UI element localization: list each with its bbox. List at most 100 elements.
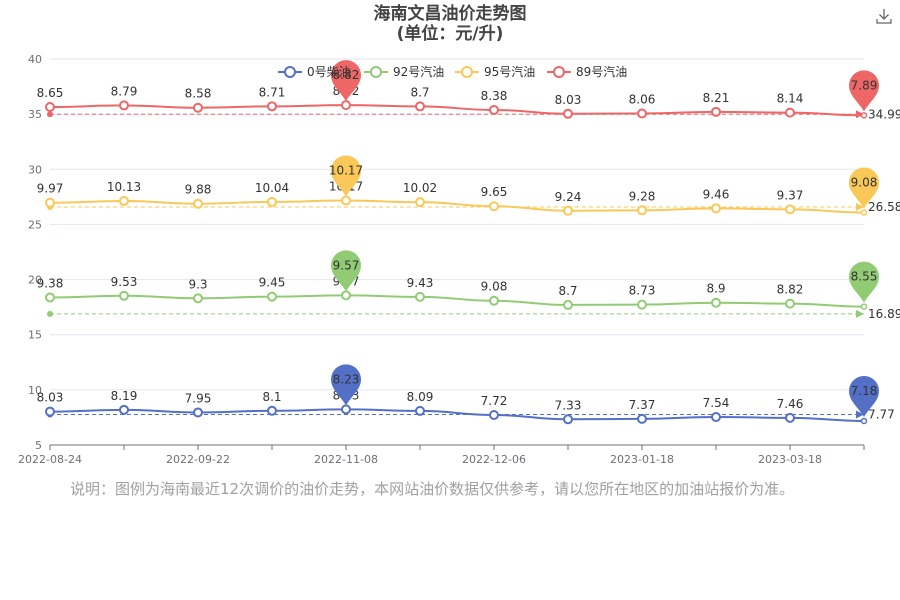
data-label: 9.28 bbox=[629, 189, 656, 203]
pin-marker bbox=[331, 364, 361, 406]
max-pin: 8.82 bbox=[331, 60, 361, 102]
average-label: 7.77 bbox=[868, 407, 895, 421]
legend-item[interactable]: 92号汽油 bbox=[364, 64, 444, 79]
data-point bbox=[45, 101, 55, 112]
data-point bbox=[489, 410, 499, 421]
data-point bbox=[489, 295, 499, 306]
data-point bbox=[415, 291, 425, 302]
data-label: 9.45 bbox=[259, 276, 286, 290]
average-start-dot bbox=[47, 310, 53, 317]
data-label: 8.21 bbox=[703, 91, 730, 105]
data-point bbox=[785, 204, 795, 215]
pin-label: 8.82 bbox=[333, 68, 360, 82]
data-label: 8.06 bbox=[629, 92, 656, 106]
data-point bbox=[637, 205, 647, 216]
average-label: 16.89 bbox=[868, 307, 900, 321]
x-tick-label: 2022-09-22 bbox=[166, 453, 230, 466]
data-point bbox=[119, 100, 129, 111]
data-point bbox=[267, 405, 277, 416]
y-tick-label: 10 bbox=[28, 384, 42, 397]
x-tick-label: 2022-11-08 bbox=[314, 453, 378, 466]
y-tick-label: 40 bbox=[28, 53, 42, 66]
data-point bbox=[119, 195, 129, 206]
data-label: 9.38 bbox=[37, 276, 64, 290]
legend-item[interactable]: 0号柴油 bbox=[278, 65, 351, 79]
pin-label: 9.57 bbox=[333, 258, 360, 272]
y-tick-label: 15 bbox=[28, 329, 42, 342]
pin-label: 10.17 bbox=[329, 163, 363, 177]
y-tick-label: 20 bbox=[28, 274, 42, 287]
data-label: 7.72 bbox=[481, 394, 508, 408]
legend-marker bbox=[461, 66, 473, 78]
x-tick-label: 2022-12-06 bbox=[462, 453, 526, 466]
data-label: 8.79 bbox=[111, 84, 138, 98]
pin-marker bbox=[849, 375, 879, 417]
data-point bbox=[119, 290, 129, 301]
data-label: 8.14 bbox=[777, 92, 804, 106]
series-line bbox=[49, 104, 865, 117]
legend-item[interactable]: 95号汽油 bbox=[455, 64, 535, 79]
data-label: 7.54 bbox=[703, 396, 730, 410]
data-label: 9.43 bbox=[407, 276, 434, 290]
data-point bbox=[637, 108, 647, 119]
max-pin: 10.17 bbox=[329, 155, 363, 197]
average-start-dot bbox=[47, 111, 53, 118]
data-point bbox=[45, 406, 55, 417]
y-tick-label: 25 bbox=[28, 218, 42, 231]
data-point bbox=[637, 413, 647, 424]
pin-marker bbox=[849, 167, 879, 209]
average-label: 34.99 bbox=[868, 107, 900, 121]
data-label: 8.09 bbox=[407, 390, 434, 404]
pin-marker bbox=[331, 60, 361, 102]
data-point bbox=[45, 292, 55, 303]
data-point bbox=[193, 102, 203, 113]
data-point bbox=[860, 303, 868, 310]
data-label: 8.7 bbox=[410, 85, 429, 99]
title-line2: (单位：元/升) bbox=[396, 24, 504, 44]
download-icon[interactable] bbox=[874, 6, 894, 26]
data-label: 9.08 bbox=[481, 280, 508, 294]
data-point bbox=[193, 293, 203, 304]
data-label: 8.19 bbox=[111, 389, 138, 403]
data-point bbox=[341, 195, 351, 206]
data-point bbox=[341, 100, 351, 111]
data-label: 7.95 bbox=[185, 391, 212, 405]
average-arrow bbox=[856, 410, 864, 419]
title-line1: 海南文昌油价走势图 bbox=[373, 4, 527, 24]
pin-marker bbox=[331, 155, 361, 197]
data-point bbox=[785, 412, 795, 423]
data-point bbox=[563, 205, 573, 216]
max-pin: 9.57 bbox=[331, 250, 361, 292]
min-pin: 7.89 bbox=[849, 70, 879, 112]
chart-title: 海南文昌油价走势图 (单位：元/升) bbox=[0, 4, 900, 44]
data-point bbox=[489, 104, 499, 115]
x-tick-label: 2023-01-18 bbox=[610, 453, 674, 466]
data-point bbox=[563, 414, 573, 425]
pin-label: 7.89 bbox=[851, 78, 878, 92]
data-point bbox=[860, 417, 868, 425]
data-point bbox=[267, 196, 277, 207]
data-label: 8.65 bbox=[37, 86, 64, 100]
average-label: 26.58 bbox=[868, 200, 900, 214]
data-label: 9.65 bbox=[481, 185, 508, 199]
data-label: 8.03 bbox=[37, 391, 64, 405]
min-pin: 9.08 bbox=[849, 167, 879, 209]
legend-item[interactable]: 89号汽油 bbox=[547, 64, 627, 79]
y-tick-label: 30 bbox=[28, 163, 42, 176]
data-label: 8.7 bbox=[558, 284, 577, 298]
average-arrow bbox=[856, 309, 864, 318]
data-label: 8.71 bbox=[259, 85, 286, 99]
data-point bbox=[711, 411, 721, 422]
pin-label: 8.23 bbox=[333, 372, 360, 386]
pin-label: 7.18 bbox=[851, 384, 878, 398]
min-pin: 8.55 bbox=[849, 261, 879, 303]
y-tick-label: 35 bbox=[28, 108, 42, 121]
data-point bbox=[341, 290, 351, 301]
line-chart: 5 10 15 20 25 30 35 40 2022-08-24 2022-09-22 2022-… bbox=[18, 53, 900, 466]
data-point bbox=[489, 201, 499, 212]
data-point bbox=[563, 108, 573, 119]
pin-label: 9.08 bbox=[851, 176, 878, 190]
data-point bbox=[860, 112, 868, 119]
min-pin: 7.18 bbox=[849, 375, 879, 417]
data-label: 8.38 bbox=[481, 89, 508, 103]
